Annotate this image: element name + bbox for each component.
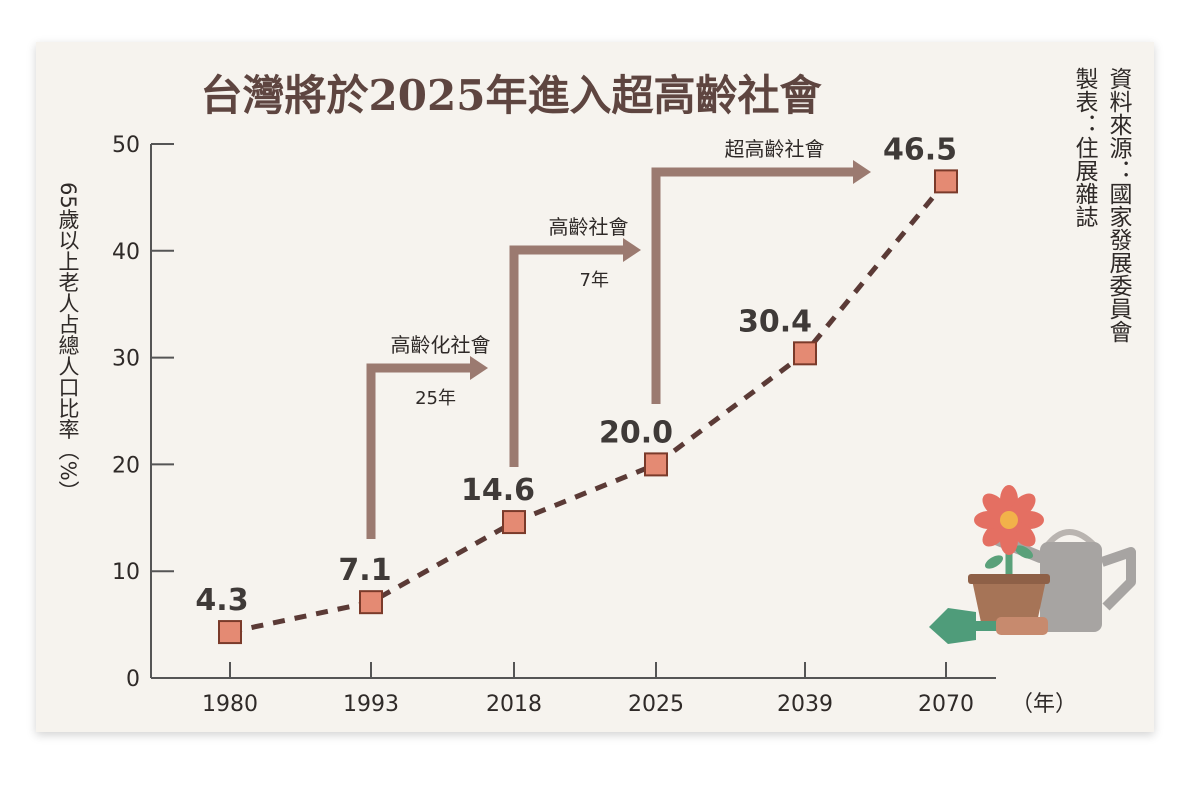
data-label: 7.1: [338, 553, 391, 588]
x-tick-label: 2025: [628, 692, 684, 717]
flower-pot-icon: [968, 574, 1050, 627]
value-labels: 4.3 7.1 14.6 20.0 30.4 46.5: [195, 132, 957, 618]
data-label: 4.3: [195, 583, 248, 618]
stage-arrow-head: [853, 160, 871, 184]
stage-label: 高齡社會: [549, 215, 629, 239]
trowel-icon: [929, 608, 1048, 644]
y-tick-label: 20: [112, 453, 140, 478]
trend-line: [229, 179, 948, 635]
chart: 台灣將於2025年進入超高齡社會 資料來源：國家發展委員會 製表：住展雜誌 65…: [56, 67, 1136, 717]
y-tick-label: 30: [112, 347, 140, 372]
stage-arrow-line: [366, 363, 474, 539]
data-markers: [218, 169, 958, 645]
flower-icon: [974, 485, 1044, 582]
stage-duration: 7年: [580, 270, 609, 291]
stage-arrow-head: [623, 238, 641, 262]
y-tick-label: 40: [112, 240, 140, 265]
stage-arrow-head: [470, 356, 488, 380]
x-tick-label: 2070: [918, 692, 974, 717]
data-label: 30.4: [738, 304, 812, 339]
stage-duration: 25年: [415, 388, 456, 409]
x-tick-label: 1993: [343, 692, 399, 717]
chart-title: 台灣將於2025年進入超高齡社會: [201, 71, 823, 120]
stage-arrow-line: [509, 245, 627, 467]
data-label: 20.0: [599, 415, 673, 450]
y-tick-label: 0: [126, 667, 140, 692]
y-tick-label: 10: [112, 560, 140, 585]
x-ticks: 1980 1993 2018 2025 2039 2070: [202, 662, 974, 717]
source-note: 資料來源：國家發展委員會: [1105, 67, 1133, 343]
data-point: [359, 590, 383, 615]
x-tick-label: 2018: [486, 692, 542, 717]
gardening-illustration: [929, 485, 1136, 644]
y-ticks: 0 10 20 30 40 50: [112, 133, 174, 692]
data-label: 46.5: [883, 132, 957, 167]
y-tick-label: 50: [112, 133, 140, 158]
data-label: 14.6: [461, 473, 535, 508]
y-axis-label: 65歲以上老人占總人口比率（%）: [56, 182, 80, 502]
data-point: [644, 452, 668, 477]
chart-card: 台灣將於2025年進入超高齡社會 資料來源：國家發展委員會 製表：住展雜誌 65…: [36, 42, 1154, 732]
data-point: [934, 169, 958, 194]
x-tick-label: 1980: [202, 692, 258, 717]
axes: [150, 144, 996, 679]
stage-arrows: 高齡化社會 25年 高齡社會 7年 超高齡社會: [366, 137, 871, 539]
maker-note: 製表：住展雜誌: [1071, 67, 1099, 228]
stage-label: 高齡化社會: [391, 333, 491, 357]
data-point: [502, 510, 526, 535]
data-point: [793, 341, 817, 366]
x-axis-unit: （年）: [1011, 692, 1077, 717]
data-point: [218, 620, 242, 645]
stage-label: 超高齡社會: [725, 137, 825, 161]
stage-arrow-line: [651, 167, 857, 404]
x-tick-label: 2039: [777, 692, 833, 717]
